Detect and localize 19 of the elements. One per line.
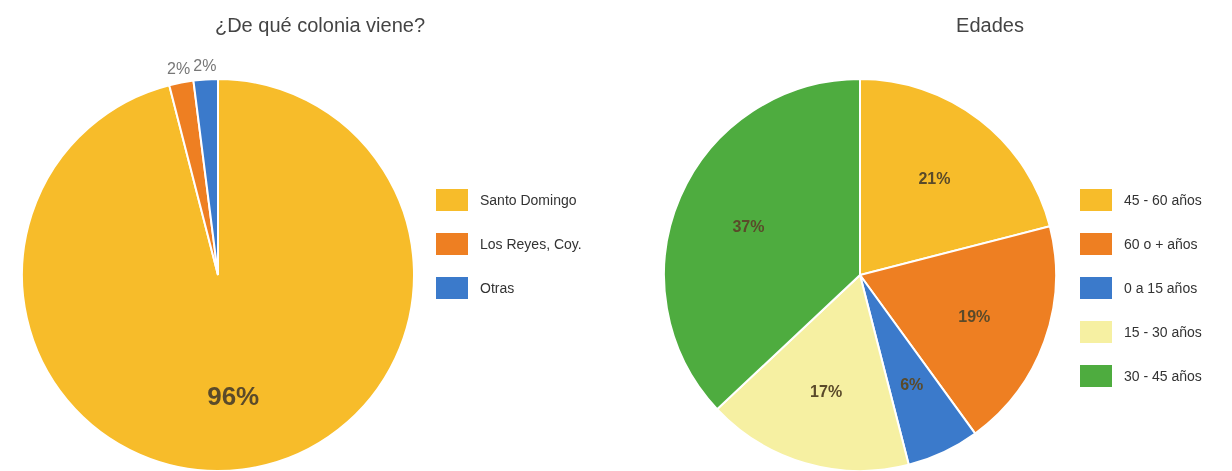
data-label: 6% — [900, 376, 924, 394]
pie-slice — [21, 78, 415, 471]
data-label: 96% — [207, 380, 260, 411]
legend-label: 45 - 60 años — [1124, 192, 1202, 208]
legend-label: 60 o + años — [1124, 236, 1198, 252]
legend-label: 15 - 30 años — [1124, 324, 1202, 340]
data-label: 2% — [167, 60, 191, 78]
legend-label: Los Reyes, Coy. — [480, 236, 582, 252]
legend-label: Santo Domingo — [480, 192, 577, 208]
chart-title: ¿De qué colonia viene? — [213, 14, 427, 37]
data-label: 17% — [810, 383, 843, 401]
chart-title: Edades — [955, 14, 1025, 37]
data-label: 37% — [732, 218, 765, 236]
data-label: 21% — [918, 170, 951, 188]
data-label: 19% — [958, 307, 991, 325]
legend-label: 0 a 15 años — [1124, 280, 1198, 296]
legend-label: 30 - 45 años — [1124, 368, 1202, 384]
legend-label: Otras — [480, 280, 515, 296]
data-label: 2% — [193, 56, 217, 74]
